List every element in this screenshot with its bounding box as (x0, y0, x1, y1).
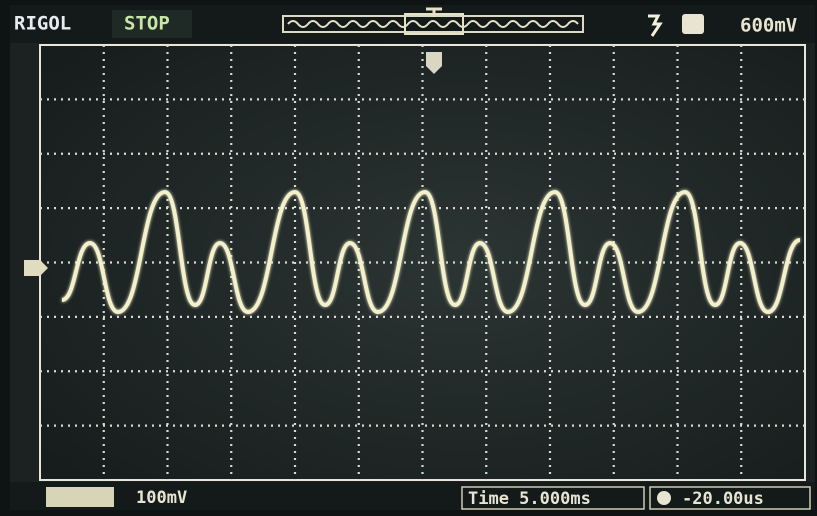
timebase: Time 5.000ms (468, 489, 591, 509)
channel-badge (46, 487, 114, 507)
trigger-level: 600mV (740, 15, 797, 37)
oscilloscope-screen: RIGOL STOP 600mV 100mV Time 5.000ms -20.… (0, 0, 817, 516)
trigger-source-icon (682, 14, 704, 34)
run-status: STOP (124, 13, 170, 35)
offset-icon (657, 491, 671, 505)
horizontal-offset: -20.00us (682, 489, 764, 509)
vertical-scale: 100mV (136, 488, 187, 508)
brand: RIGOL (14, 13, 71, 35)
page: RIGOL STOP 600mV 100mV Time 5.000ms -20.… (0, 0, 817, 516)
